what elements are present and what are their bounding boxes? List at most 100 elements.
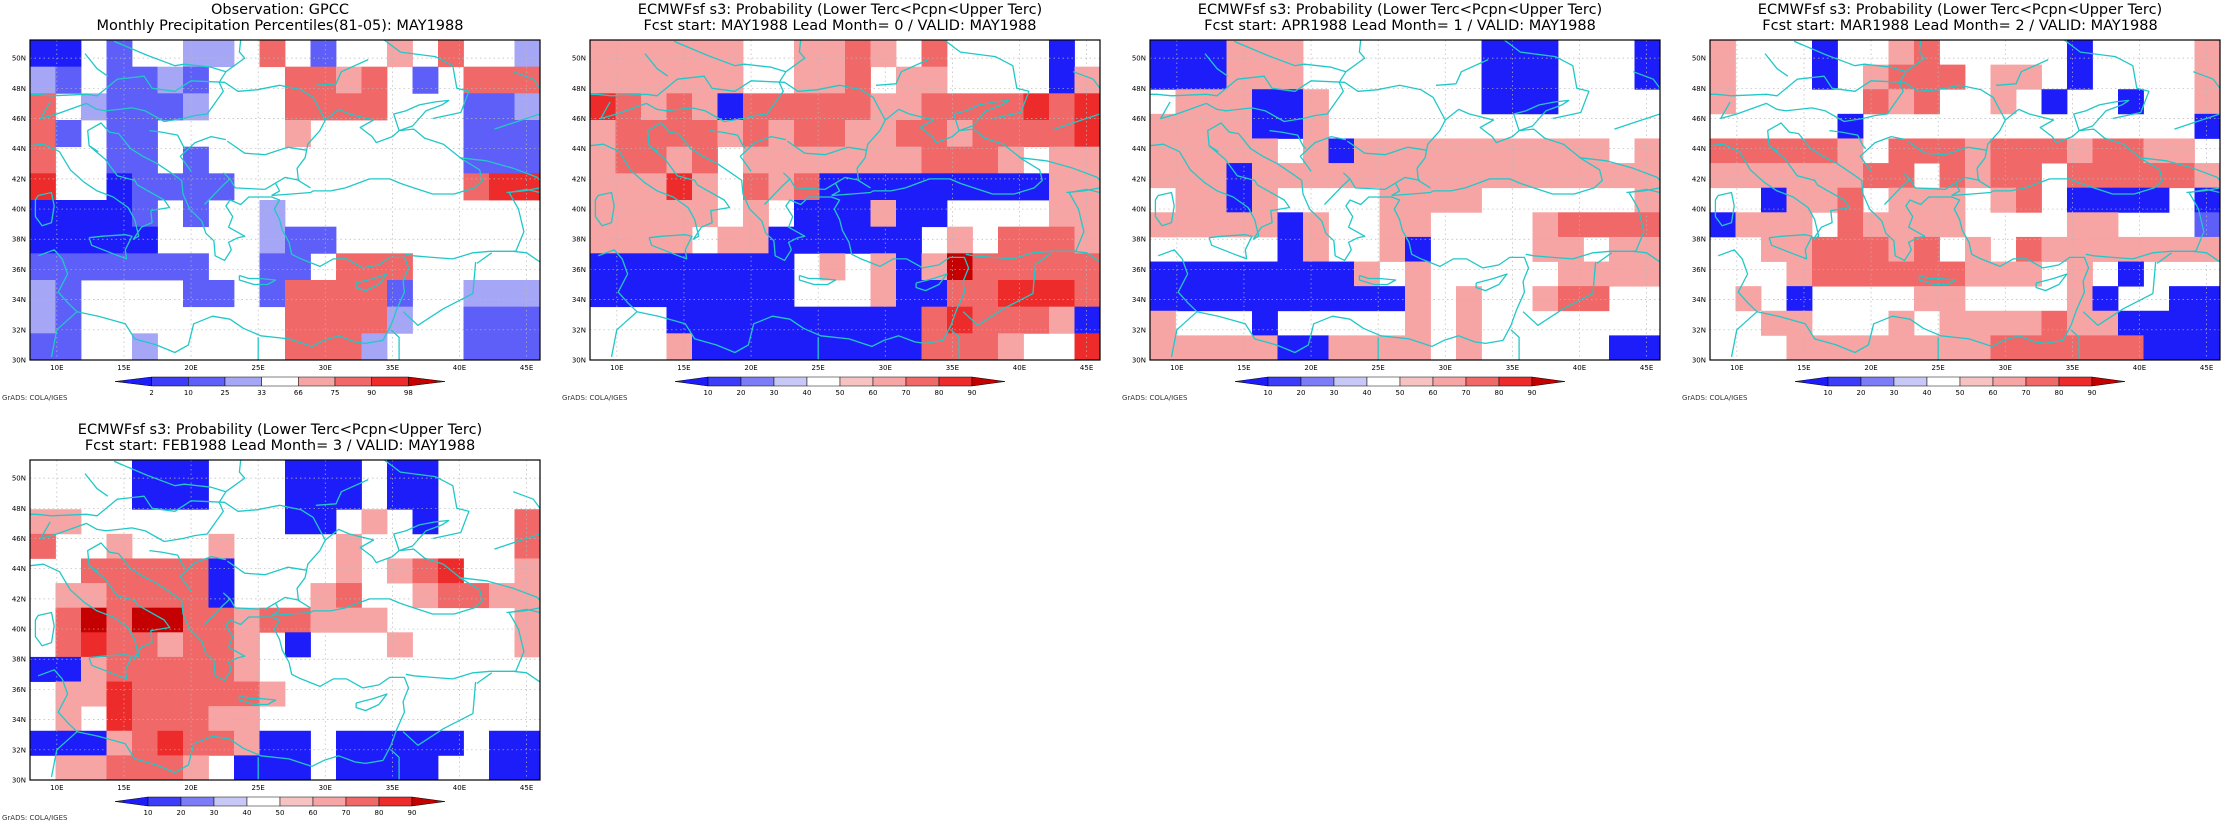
grid-cell bbox=[1812, 40, 1838, 66]
grid-cell bbox=[590, 66, 616, 94]
lon-tick-label: 35E bbox=[1506, 364, 1519, 372]
grid-cell bbox=[590, 200, 616, 228]
grid-cell bbox=[183, 656, 209, 682]
coastline-path bbox=[1884, 178, 1911, 205]
grid-cell bbox=[819, 40, 846, 68]
grid-cell bbox=[1049, 306, 1075, 334]
coastline-path bbox=[648, 234, 693, 260]
coastline-path bbox=[355, 273, 388, 292]
grid-cell bbox=[1252, 113, 1278, 139]
grid-cell bbox=[336, 730, 362, 756]
legend-label: 90 bbox=[367, 389, 376, 397]
coastline-path bbox=[238, 694, 277, 706]
lon-tick-label: 20E bbox=[1304, 364, 1317, 372]
lon-tick-label: 30E bbox=[1999, 364, 2012, 372]
coastline-path bbox=[1160, 101, 1227, 120]
coastline-path bbox=[1233, 40, 1347, 73]
coastline-path bbox=[1513, 99, 1570, 132]
grid-cell bbox=[1914, 286, 1940, 312]
legend-swatch bbox=[261, 376, 299, 387]
grid-cell bbox=[2041, 236, 2068, 262]
grid-cell bbox=[387, 558, 413, 584]
lon-tick-label: 40E bbox=[1573, 364, 1586, 372]
grid-cell bbox=[998, 173, 1024, 201]
grid-cell bbox=[921, 280, 948, 308]
coastline-path bbox=[1951, 108, 2163, 197]
grid-cell bbox=[1277, 113, 1304, 139]
grid-cell bbox=[2016, 236, 2042, 262]
grid-cell bbox=[1074, 280, 1101, 308]
grid-cell bbox=[514, 583, 541, 609]
legend-swatch bbox=[2025, 376, 2060, 387]
grid-cell bbox=[132, 200, 158, 228]
coastline-path bbox=[644, 53, 669, 77]
grid-cell bbox=[896, 120, 922, 148]
grid-cell bbox=[743, 280, 769, 308]
grid-cell bbox=[1888, 261, 1915, 287]
grid-cell bbox=[2143, 187, 2170, 213]
grid-cell bbox=[972, 93, 999, 121]
shaded-cells bbox=[590, 40, 1101, 361]
grid-cell bbox=[1074, 200, 1101, 228]
legend-swatch bbox=[1827, 376, 1862, 387]
lat-tick-label: 34N bbox=[1692, 296, 1706, 304]
grid-cell bbox=[183, 681, 209, 707]
legend-label: 40 bbox=[803, 389, 812, 397]
grid-cell bbox=[1812, 261, 1838, 287]
grid-cell bbox=[463, 583, 490, 609]
coastline-path bbox=[1951, 183, 1961, 197]
grid-cell bbox=[463, 173, 490, 201]
panel-subtitle: Fcst start: MAR1988 Lead Month= 2 / VALI… bbox=[1762, 18, 2158, 34]
grid-cell bbox=[1965, 261, 1991, 287]
legend-swatch bbox=[707, 376, 742, 387]
lon-tick-label: 25E bbox=[1931, 364, 1944, 372]
grid-cell bbox=[132, 226, 158, 254]
grid-cell bbox=[310, 509, 337, 535]
coastlines bbox=[1150, 40, 1660, 360]
grid-cell bbox=[972, 120, 999, 148]
grid-cell bbox=[489, 306, 515, 334]
coastline-path bbox=[506, 178, 540, 194]
coastline-path bbox=[590, 93, 612, 97]
grid-cell bbox=[183, 460, 209, 486]
grid-cell bbox=[998, 226, 1024, 254]
lat-tick-label: 40N bbox=[1692, 206, 1706, 214]
grid-cell bbox=[1837, 261, 1864, 287]
grid-cell bbox=[2118, 187, 2144, 213]
grid-cell bbox=[1532, 286, 1559, 312]
grid-cell bbox=[1049, 226, 1075, 254]
grid-cell bbox=[921, 173, 948, 201]
grid-cell bbox=[412, 66, 439, 94]
grid-cell bbox=[590, 40, 616, 68]
grid-cell bbox=[361, 66, 388, 94]
grid-cell bbox=[1609, 236, 1635, 262]
grid-cell bbox=[361, 730, 388, 756]
coastline-path bbox=[2035, 273, 2068, 292]
lat-tick-label: 38N bbox=[12, 236, 26, 244]
grid-cell bbox=[514, 509, 541, 535]
lat-tick-label: 50N bbox=[12, 55, 26, 63]
lat-tick-label: 32N bbox=[12, 746, 26, 754]
grid-cell bbox=[845, 40, 871, 68]
grid-cell bbox=[615, 66, 642, 94]
coastline-path bbox=[459, 157, 540, 181]
grid-cell bbox=[183, 146, 209, 174]
legend-swatch bbox=[279, 796, 314, 807]
coastlines bbox=[1710, 40, 2220, 360]
grid-cell bbox=[2067, 163, 2093, 189]
grid-cell bbox=[1990, 261, 2017, 287]
grid-cell bbox=[2194, 286, 2221, 312]
coastline-path bbox=[506, 598, 540, 614]
legend-swatch bbox=[188, 376, 226, 387]
grid-cell bbox=[947, 146, 973, 174]
grid-cell bbox=[819, 173, 846, 201]
grid-cell bbox=[2169, 138, 2195, 164]
grid-cell bbox=[412, 484, 439, 510]
lon-tick-label: 15E bbox=[1797, 364, 1810, 372]
lon-tick-label: 10E bbox=[1170, 364, 1183, 372]
grid-cell bbox=[310, 226, 337, 254]
grid-cell bbox=[870, 280, 897, 308]
coastline-path bbox=[1342, 172, 1420, 191]
grid-cell bbox=[336, 66, 362, 94]
grid-cell bbox=[489, 120, 515, 148]
